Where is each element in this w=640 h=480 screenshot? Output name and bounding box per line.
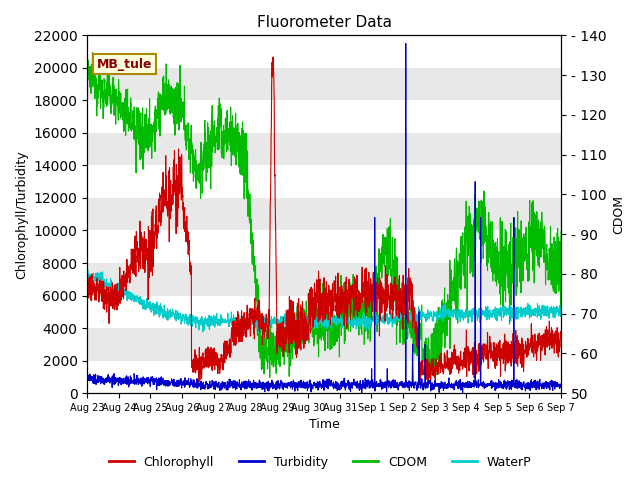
Bar xyxy=(87,263,561,296)
Bar xyxy=(87,133,561,166)
Y-axis label: Chlorophyll/Turbidity: Chlorophyll/Turbidity xyxy=(15,150,28,278)
Bar xyxy=(87,328,561,360)
Bar xyxy=(87,36,561,68)
Legend: Chlorophyll, Turbidity, CDOM, WaterP: Chlorophyll, Turbidity, CDOM, WaterP xyxy=(104,451,536,474)
Text: MB_tule: MB_tule xyxy=(97,58,152,71)
Bar xyxy=(87,100,561,133)
Bar xyxy=(87,68,561,100)
Bar xyxy=(87,360,561,393)
Bar xyxy=(87,166,561,198)
Title: Fluorometer Data: Fluorometer Data xyxy=(257,15,392,30)
X-axis label: Time: Time xyxy=(308,419,339,432)
Bar xyxy=(87,296,561,328)
Y-axis label: CDOM: CDOM xyxy=(612,195,625,234)
Bar xyxy=(87,198,561,230)
Bar xyxy=(87,230,561,263)
